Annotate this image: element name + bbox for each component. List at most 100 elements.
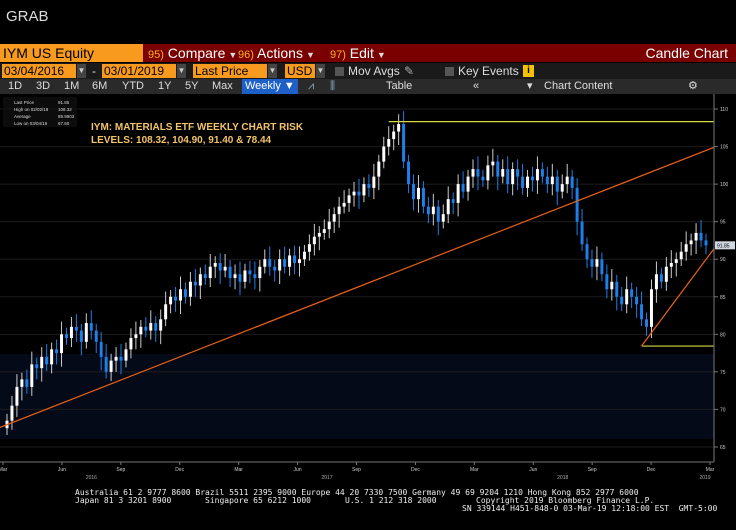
- candle-body: [545, 176, 549, 185]
- gridlines: [0, 108, 714, 448]
- candle-chart-icon[interactable]: ⫼: [330, 80, 336, 92]
- x-tick-label: Dec: [411, 467, 420, 473]
- candle-body: [560, 184, 564, 192]
- period-3d[interactable]: 3D: [36, 80, 51, 92]
- annotation-line-1: IYM: MATERIALS ETF WEEKLY CHART RISK: [91, 122, 304, 133]
- candle-body: [288, 255, 292, 267]
- pencil-icon[interactable]: ✎: [404, 64, 415, 78]
- chevron-down-icon: ▼: [376, 50, 386, 60]
- candle-body: [317, 232, 321, 237]
- candle-body: [183, 289, 187, 297]
- chart-type-label: Candle Chart: [645, 45, 729, 61]
- frequency-select[interactable]: Weekly ▼: [242, 79, 298, 94]
- x-year-label: 2018: [557, 475, 568, 481]
- candle-body: [486, 165, 490, 181]
- line-chart-icon[interactable]: ⩘: [308, 80, 315, 92]
- footer: Australia 61 2 9777 8600 Brazil 5511 239…: [0, 485, 736, 530]
- candle-body: [164, 304, 168, 320]
- calendar-dropdown-icon[interactable]: ▼: [77, 64, 86, 78]
- gear-icon[interactable]: ⚙: [688, 80, 698, 92]
- candle-body: [144, 326, 148, 331]
- edit-menu[interactable]: 97) Edit ▼: [330, 45, 386, 61]
- candle-body: [580, 221, 584, 245]
- command-bar: IYM US Equity 95) Compare ▼ 96) Actions ▼ …: [0, 44, 736, 62]
- y-tick-label: 95: [720, 220, 726, 226]
- candle-body: [699, 232, 703, 241]
- candle-body: [104, 356, 108, 372]
- candle-body: [238, 274, 242, 282]
- candle-body: [610, 281, 614, 290]
- candle-body: [387, 139, 391, 147]
- footer-contacts-us: U.S. 1 212 318 2000: [345, 496, 437, 505]
- candle-body: [526, 176, 530, 188]
- candle-body: [367, 184, 371, 188]
- candle-body: [496, 161, 500, 177]
- compare-menu[interactable]: 95) Compare ▼: [148, 45, 238, 61]
- candle-body: [278, 259, 282, 271]
- chevron-down-icon[interactable]: ▼: [316, 64, 325, 78]
- candle-body: [139, 326, 143, 335]
- mov-avgs-checkbox[interactable]: [335, 67, 344, 76]
- chevron-down-icon[interactable]: ▾: [527, 80, 533, 92]
- key-events-label: Key Events: [458, 64, 519, 78]
- period-1d[interactable]: 1D: [8, 80, 23, 92]
- candle-body: [684, 244, 688, 252]
- legend-label: High on 02/02/18: [14, 107, 49, 112]
- chevron-down-icon[interactable]: ▼: [268, 64, 277, 78]
- candle-body: [461, 184, 465, 192]
- start-date-field[interactable]: 03/04/2016: [2, 64, 76, 78]
- candle-body: [555, 176, 559, 192]
- info-icon[interactable]: i: [523, 65, 534, 77]
- parameter-bar: 03/04/2016 ▼ - 03/01/2019 ▼ Last Price ▼…: [0, 63, 736, 79]
- currency-select[interactable]: USD: [285, 64, 315, 78]
- candle-body: [397, 124, 401, 132]
- candle-body: [625, 289, 629, 305]
- actions-menu[interactable]: 96) Actions ▼: [238, 45, 315, 61]
- calendar-dropdown-icon[interactable]: ▼: [177, 64, 186, 78]
- short-trendline: [641, 248, 715, 347]
- candle-body: [337, 206, 341, 215]
- table-button[interactable]: Table: [386, 80, 413, 92]
- candle-body: [179, 289, 183, 301]
- candle-body: [89, 323, 93, 331]
- candles: [5, 111, 708, 435]
- candle-body: [218, 262, 222, 271]
- candle-body: [407, 161, 411, 185]
- candle-body: [694, 232, 698, 241]
- candle-body: [243, 270, 247, 282]
- candle-body: [600, 259, 604, 275]
- double-chevron-left-icon[interactable]: «: [473, 80, 480, 92]
- candle-body: [347, 195, 351, 203]
- footer-contacts-1: Australia 61 2 9777 8600 Brazil 5511 239…: [75, 488, 639, 497]
- period-max[interactable]: Max: [212, 80, 233, 92]
- period-6m[interactable]: 6M: [92, 80, 108, 92]
- key-events-checkbox[interactable]: [445, 67, 454, 76]
- period-1m[interactable]: 1M: [64, 80, 80, 92]
- security-field[interactable]: IYM US Equity: [0, 44, 143, 62]
- period-ytd[interactable]: YTD: [122, 80, 144, 92]
- period-5y[interactable]: 5Y: [185, 80, 199, 92]
- candle-body: [253, 274, 257, 278]
- end-date-field[interactable]: 03/01/2019: [102, 64, 176, 78]
- candle-body: [377, 161, 381, 177]
- candle-body: [293, 255, 297, 263]
- x-tick-label: Jun: [529, 467, 537, 473]
- candle-body: [342, 202, 346, 207]
- legend-label: Average: [14, 114, 31, 119]
- candle-body: [119, 356, 123, 361]
- period-1y[interactable]: 1Y: [158, 80, 172, 92]
- candle-body: [169, 296, 173, 305]
- candle-body: [412, 184, 416, 200]
- window-titlebar: GRAB: [0, 0, 736, 40]
- candle-body: [550, 176, 554, 185]
- candle-chart[interactable]: 110 105 100 95 90 85 80 75 70 65 91.85 Mar Jun Sep De…: [0, 94, 736, 485]
- x-tick-label: Sep: [116, 467, 125, 473]
- candle-body: [441, 214, 445, 222]
- candle-body: [273, 266, 277, 271]
- candle-body: [124, 349, 128, 361]
- price-field-select[interactable]: Last Price: [193, 64, 267, 78]
- candle-body: [327, 221, 331, 230]
- candle-body: [664, 266, 668, 282]
- candle-body: [114, 356, 118, 361]
- chart-content-button[interactable]: Chart Content: [544, 80, 613, 92]
